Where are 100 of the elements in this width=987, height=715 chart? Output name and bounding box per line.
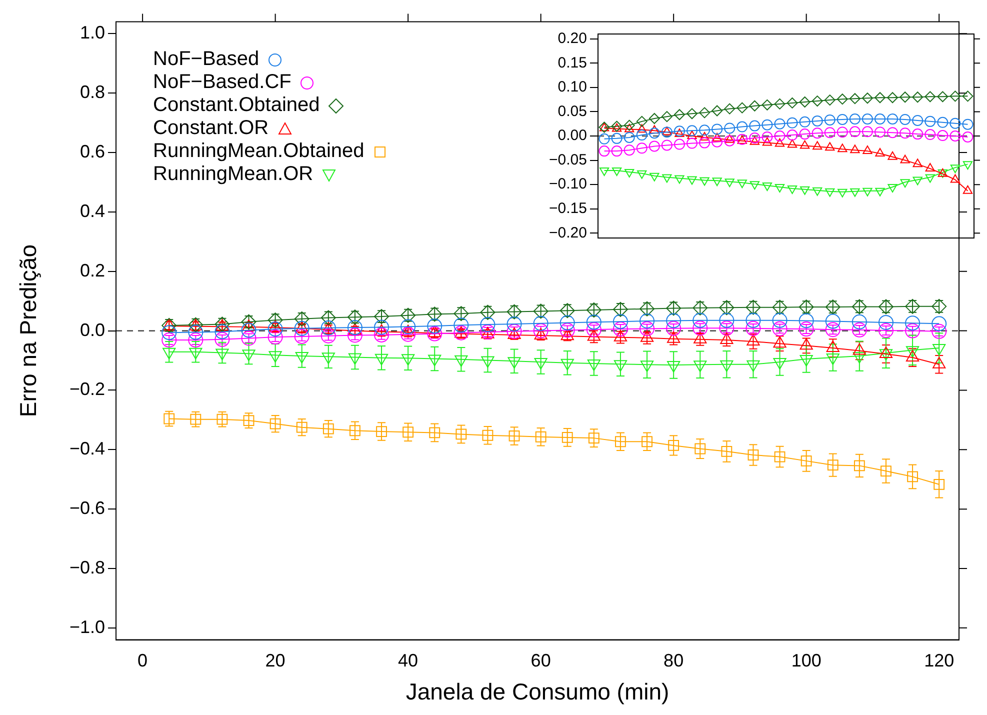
point <box>825 322 840 338</box>
point <box>762 119 773 130</box>
x-tick-label: 60 <box>530 650 551 671</box>
point <box>849 114 860 124</box>
point <box>637 170 647 179</box>
point <box>650 172 660 182</box>
point <box>480 304 496 320</box>
point <box>836 114 848 125</box>
point <box>750 181 760 190</box>
point <box>480 317 496 332</box>
point <box>774 98 786 110</box>
point <box>270 418 281 430</box>
point <box>636 130 648 141</box>
point <box>962 131 974 142</box>
point <box>687 130 697 139</box>
point <box>912 92 924 103</box>
point <box>748 450 759 460</box>
point <box>506 324 522 339</box>
point <box>427 306 442 322</box>
point <box>268 330 283 345</box>
point <box>905 298 920 314</box>
point <box>454 306 469 322</box>
y-tick-label: 0.0 <box>80 320 105 340</box>
point <box>611 132 622 144</box>
point <box>827 460 838 471</box>
point <box>661 140 672 151</box>
point <box>427 326 442 342</box>
point <box>932 316 947 332</box>
point <box>506 304 522 320</box>
point <box>825 142 835 151</box>
point <box>854 460 865 472</box>
point <box>878 323 894 338</box>
point <box>950 130 961 142</box>
point <box>162 332 177 348</box>
point <box>850 188 860 197</box>
point <box>932 324 947 339</box>
point <box>662 174 672 183</box>
point <box>849 126 860 138</box>
point <box>825 314 840 329</box>
point <box>642 436 652 448</box>
point <box>962 118 974 130</box>
y-tick-label: −0.20 <box>549 224 587 242</box>
point <box>615 436 626 448</box>
point <box>650 125 660 134</box>
point <box>724 178 734 188</box>
point <box>798 300 814 315</box>
point <box>746 312 761 328</box>
point <box>624 124 634 132</box>
point <box>962 161 973 170</box>
point <box>402 426 414 438</box>
point <box>533 316 548 331</box>
point <box>924 91 936 102</box>
point <box>786 97 798 108</box>
point <box>749 100 760 112</box>
point <box>674 128 684 138</box>
legend-label: NoF−Based <box>153 48 260 71</box>
point <box>666 313 682 328</box>
point <box>874 92 886 104</box>
point <box>836 126 848 138</box>
point <box>347 320 362 336</box>
legend-label: RunningMean.OR <box>153 163 314 186</box>
point <box>400 308 416 323</box>
point <box>320 328 336 344</box>
point <box>624 120 635 131</box>
point <box>612 167 622 176</box>
y-tick-label: −0.4 <box>69 438 105 459</box>
point <box>241 322 256 338</box>
point <box>838 144 848 152</box>
point <box>533 304 548 319</box>
point <box>912 114 924 126</box>
point <box>862 126 873 138</box>
point <box>347 328 362 343</box>
point <box>640 321 655 336</box>
point <box>772 312 788 328</box>
y-tick-label: −0.8 <box>69 557 105 578</box>
point <box>586 322 602 338</box>
point <box>824 94 836 106</box>
point <box>508 430 520 442</box>
x-tick-label: 20 <box>265 650 286 671</box>
point <box>852 314 867 330</box>
y-tick-label: 0.10 <box>558 78 587 96</box>
point <box>668 440 680 451</box>
point <box>456 428 467 440</box>
point <box>400 319 416 334</box>
point <box>746 300 761 315</box>
point <box>937 91 948 102</box>
point <box>934 478 945 490</box>
point <box>724 122 736 134</box>
point <box>719 320 734 336</box>
point <box>800 186 810 195</box>
point <box>937 130 948 142</box>
point <box>774 130 786 142</box>
point <box>534 358 548 370</box>
point <box>774 451 786 462</box>
point <box>721 446 732 457</box>
point <box>560 322 575 338</box>
point <box>950 164 960 174</box>
point <box>852 299 867 314</box>
point <box>666 300 682 316</box>
point <box>214 332 230 347</box>
